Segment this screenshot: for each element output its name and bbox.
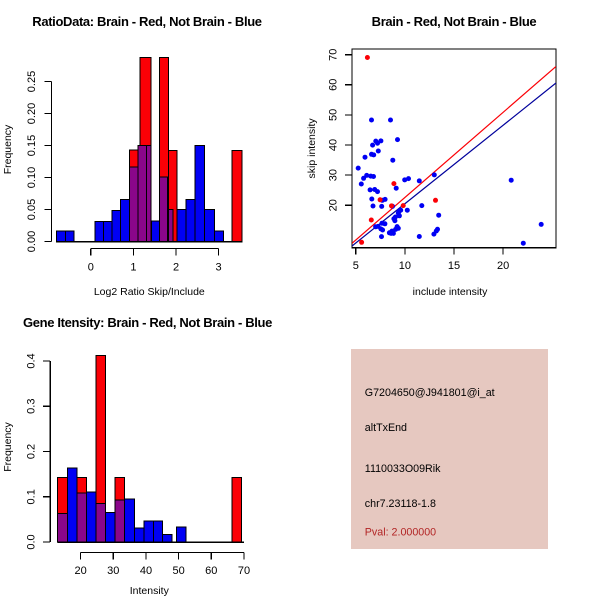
svg-text:0.00: 0.00 [26,231,38,252]
svg-text:30: 30 [328,169,340,181]
svg-text:0.4: 0.4 [26,353,38,368]
svg-text:3: 3 [216,262,222,274]
svg-text:20: 20 [74,565,86,577]
svg-text:altTxEnd: altTxEnd [365,422,407,434]
svg-text:G7204650@J941801@i_at: G7204650@J941801@i_at [365,387,495,399]
svg-text:40: 40 [328,139,340,151]
svg-text:40: 40 [140,565,152,577]
svg-text:0: 0 [88,262,94,274]
svg-text:0.3: 0.3 [26,399,38,414]
svg-text:2: 2 [173,262,179,274]
svg-text:70: 70 [328,49,340,61]
svg-text:20: 20 [497,260,509,272]
svg-text:Gene Itensity: Brain - Red, No: Gene Itensity: Brain - Red, Not Brain - … [23,315,272,330]
svg-text:0.25: 0.25 [26,71,38,92]
svg-text:Intensity: Intensity [130,585,170,597]
svg-text:Pval: 2.000000: Pval: 2.000000 [365,527,436,539]
svg-text:0.15: 0.15 [26,135,38,156]
svg-text:0.10: 0.10 [26,167,38,188]
svg-text:skip intensity: skip intensity [306,118,318,179]
svg-text:1: 1 [130,262,136,274]
svg-text:include intensity: include intensity [413,286,488,298]
svg-text:Frequency: Frequency [2,124,14,174]
svg-text:RatioData: Brain - Red, Not Br: RatioData: Brain - Red, Not Brain - Blue [32,14,262,29]
svg-text:30: 30 [107,565,119,577]
svg-text:Frequency: Frequency [2,421,14,471]
svg-text:chr7.23118-1.8: chr7.23118-1.8 [365,498,436,510]
svg-text:70: 70 [238,565,250,577]
svg-text:Log2 Ratio Skip/Include: Log2 Ratio Skip/Include [94,286,205,298]
svg-text:1110033O09Rik: 1110033O09Rik [365,463,441,475]
svg-text:Brain - Red, Not Brain - Blue: Brain - Red, Not Brain - Blue [372,14,537,29]
svg-text:0.2: 0.2 [26,444,38,459]
svg-text:5: 5 [353,260,359,272]
svg-text:50: 50 [328,109,340,121]
svg-text:15: 15 [448,260,460,272]
svg-text:60: 60 [328,79,340,91]
svg-text:10: 10 [399,260,411,272]
svg-text:0.05: 0.05 [26,199,38,220]
svg-text:0.20: 0.20 [26,103,38,124]
svg-text:60: 60 [205,565,217,577]
svg-text:0.0: 0.0 [26,534,38,549]
svg-text:20: 20 [328,199,340,211]
svg-text:0.1: 0.1 [26,489,38,504]
svg-text:50: 50 [172,565,184,577]
